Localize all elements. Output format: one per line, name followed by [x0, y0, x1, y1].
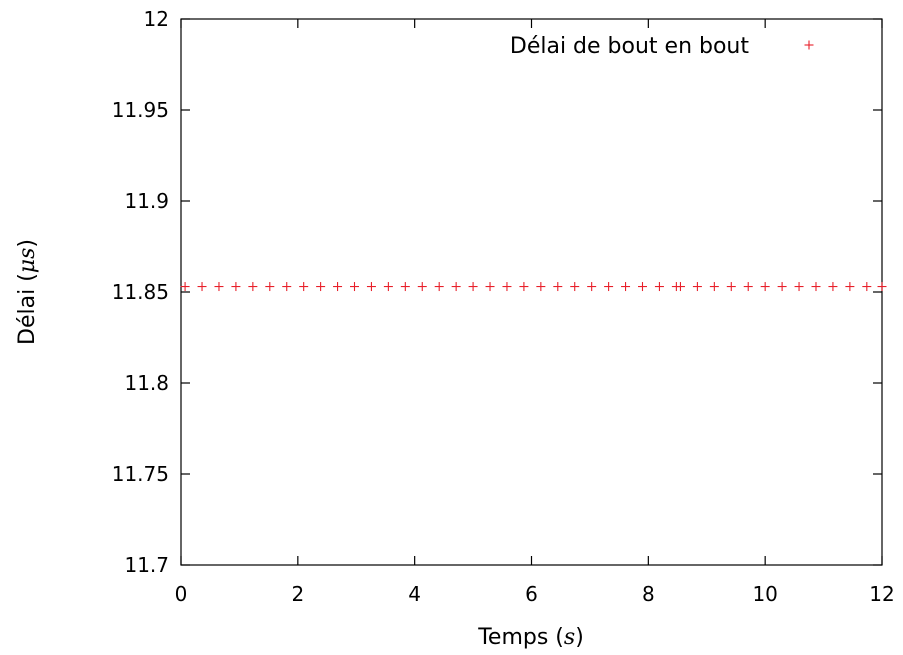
x-tick-label: 12	[869, 582, 894, 606]
data-point	[828, 282, 838, 292]
data-point	[468, 282, 478, 292]
data-points	[180, 282, 887, 292]
y-axis-label: Délai (μs)	[15, 239, 40, 345]
x-tick-label: 8	[642, 582, 655, 606]
data-point	[231, 282, 241, 292]
data-point	[282, 282, 292, 292]
data-point	[760, 282, 770, 292]
data-point	[536, 282, 546, 292]
data-point	[621, 282, 631, 292]
data-point	[299, 282, 309, 292]
x-tick-label: 0	[175, 582, 188, 606]
data-point	[214, 282, 224, 292]
data-point	[675, 282, 685, 292]
data-point	[604, 282, 614, 292]
legend-marker	[804, 40, 814, 50]
data-point	[811, 282, 821, 292]
data-point	[434, 282, 444, 292]
data-point	[451, 282, 461, 292]
axis-ticks	[180, 18, 883, 566]
data-point	[587, 282, 597, 292]
data-point	[553, 282, 563, 292]
data-point	[180, 282, 190, 292]
data-point	[794, 282, 804, 292]
data-point	[349, 282, 359, 292]
data-point	[637, 282, 647, 292]
y-tick-label: 11.75	[112, 462, 169, 486]
x-tick-label: 2	[291, 582, 304, 606]
tick-labels: 0 2 4 6 8 10 12 11.7 11.75 11.8 11.85 11.9 11.95 12	[112, 7, 895, 606]
data-point	[654, 282, 664, 292]
data-point	[383, 282, 393, 292]
data-point	[692, 282, 702, 292]
data-point	[485, 282, 495, 292]
y-tick-label: 12	[144, 7, 169, 31]
data-point	[197, 282, 207, 292]
x-tick-label: 6	[525, 582, 538, 606]
legend-marker-symbol	[804, 40, 814, 50]
data-point	[333, 282, 343, 292]
data-point	[265, 282, 275, 292]
y-tick-label: 11.7	[124, 553, 169, 577]
data-point	[316, 282, 326, 292]
y-tick-label: 11.8	[124, 371, 169, 395]
data-point	[777, 282, 787, 292]
y-tick-label: 11.95	[112, 98, 169, 122]
data-point	[417, 282, 427, 292]
data-point	[400, 282, 410, 292]
data-point	[366, 282, 376, 292]
data-point	[570, 282, 580, 292]
y-tick-label: 11.85	[112, 280, 169, 304]
data-point	[519, 282, 529, 292]
plot-frame	[180, 18, 883, 566]
data-point	[862, 282, 872, 292]
data-point	[726, 282, 736, 292]
data-point	[877, 282, 887, 292]
x-axis-label: Temps (s)	[477, 625, 584, 650]
data-point	[709, 282, 719, 292]
legend-label: Délai de bout en bout	[510, 34, 749, 59]
x-tick-label: 4	[408, 582, 421, 606]
x-tick-label: 10	[752, 582, 777, 606]
data-point	[248, 282, 258, 292]
data-point	[502, 282, 512, 292]
data-point	[845, 282, 855, 292]
data-point	[743, 282, 753, 292]
y-tick-label: 11.9	[124, 189, 169, 213]
legend: Délai de bout en bout	[510, 34, 814, 59]
